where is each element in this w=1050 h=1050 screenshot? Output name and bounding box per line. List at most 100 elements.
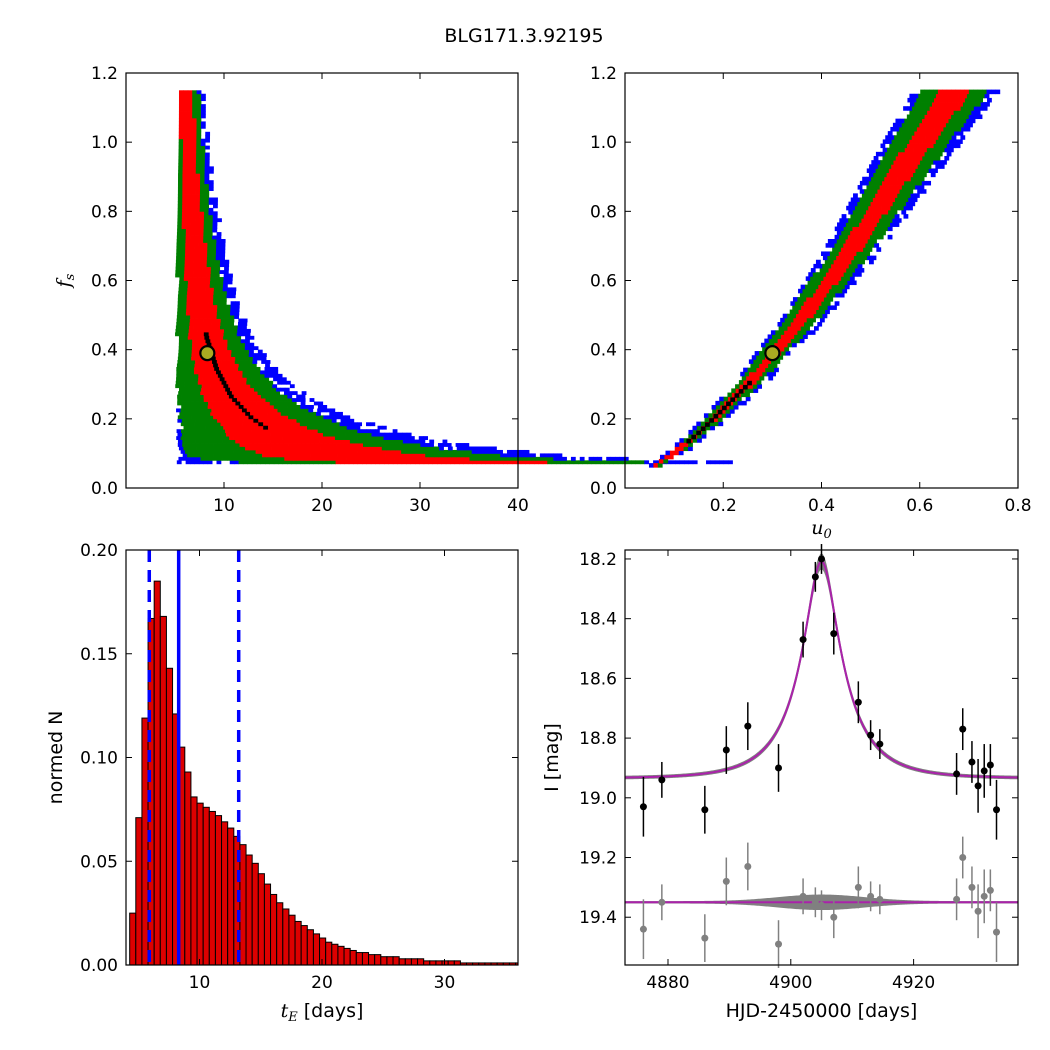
heatmap-cell [394,456,400,461]
heatmap-cell [181,239,186,243]
heatmap-cell [344,460,350,465]
heatmap-cell [915,160,921,165]
best-fit-cell [713,413,719,419]
heatmap-cell [296,432,302,437]
heatmap-cell [918,131,924,136]
heatmap-cell [913,110,919,115]
heatmap-cell [190,204,196,209]
heatmap-cell [930,172,936,178]
heatmap-cell [186,391,192,396]
heatmap-cell [208,443,214,447]
heatmap-cell [239,432,244,437]
heatmap-cell [185,252,190,257]
heatmap-cell [188,273,194,278]
heatmap-cell [260,401,266,406]
heatmap-cell [199,439,205,444]
heatmap-cell [183,335,189,340]
heatmap-cell [420,439,426,444]
heatmap-cell [892,185,898,190]
heatmap-cell [830,243,835,248]
heatmap-cell [287,432,293,437]
heatmap-cell [177,415,183,420]
heatmap-cell [370,422,376,427]
heatmap-cell [889,143,895,149]
heatmap-cell [206,259,212,264]
heatmap-cell [879,209,885,215]
heatmap-cell [220,436,226,440]
heatmap-cell [283,439,289,444]
heatmap-cell [917,180,923,186]
heatmap-cell [250,380,256,385]
heatmap-cell [868,189,874,194]
heatmap-cell [207,422,213,427]
heatmap-cell [394,439,399,444]
best-fit-cell [721,405,727,411]
heatmap-cell [887,234,893,240]
heatmap-cell [300,394,306,399]
heatmap-cell [192,100,198,105]
heatmap-cell [222,391,228,396]
heatmap-cell [805,326,810,331]
heatmap-cell [349,439,355,444]
heatmap-cell [180,263,185,268]
heatmap-cell [195,301,201,306]
heatmap-cell [240,349,246,354]
heatmap-cell [194,245,199,250]
heatmap-cell [180,242,186,247]
heatmap-cell [405,449,411,454]
heatmap-cell [397,432,403,437]
heatmap-cell [210,384,216,389]
heatmap-cell [260,373,265,378]
heatmap-cell [228,325,234,330]
heatmap-cell [338,411,343,416]
heatmap-cell [203,418,209,423]
heatmap-cell [283,401,288,406]
heatmap-cell [915,143,921,149]
heatmap-cell [252,401,257,406]
heatmap-cell [335,422,340,427]
heatmap-cell [916,126,922,132]
heatmap-cell [311,411,317,416]
heatmap-cell [888,168,894,173]
heatmap-cell [200,391,206,396]
heatmap-cell [228,273,233,278]
heatmap-cell [193,449,199,454]
heatmap-cell [237,380,243,385]
heatmap-cell [177,443,183,447]
heatmap-cell [408,446,414,451]
heatmap-cell [230,415,236,420]
histogram-bar [423,960,431,966]
best-fit-cell [253,418,259,423]
heatmap-cell [867,239,873,244]
heatmap-cell [196,446,202,451]
heatmap-cell [911,114,917,120]
heatmap-cell [266,439,271,444]
heatmap-cell [891,156,897,161]
heatmap-cell [287,398,293,402]
heatmap-cell [418,449,424,454]
heatmap-cell [379,436,384,440]
heatmap-cell [861,218,867,223]
heatmap-cell [728,400,734,406]
heatmap-cell [908,205,913,211]
heatmap-cell [385,456,391,461]
heatmap-cell [187,145,193,150]
heatmap-cell [937,89,943,95]
heatmap-cell [204,180,210,185]
heatmap-cell [383,449,389,454]
heatmap-cell [875,185,881,190]
heatmap-cell [203,460,209,465]
best-fit-cell [219,377,225,382]
heatmap-cell [381,456,387,461]
heatmap-cell [216,242,222,247]
heatmap-cell [754,363,760,369]
heatmap-cell [240,339,246,344]
heatmap-cell [176,256,181,261]
x-axis-label: tE [days] [281,1000,364,1025]
heatmap-cell [197,411,202,416]
heatmap-cell [816,301,822,306]
heatmap-cell [197,380,203,385]
heatmap-cell [196,156,201,160]
heatmap-cell [207,460,213,465]
heatmap-cell [236,387,242,392]
